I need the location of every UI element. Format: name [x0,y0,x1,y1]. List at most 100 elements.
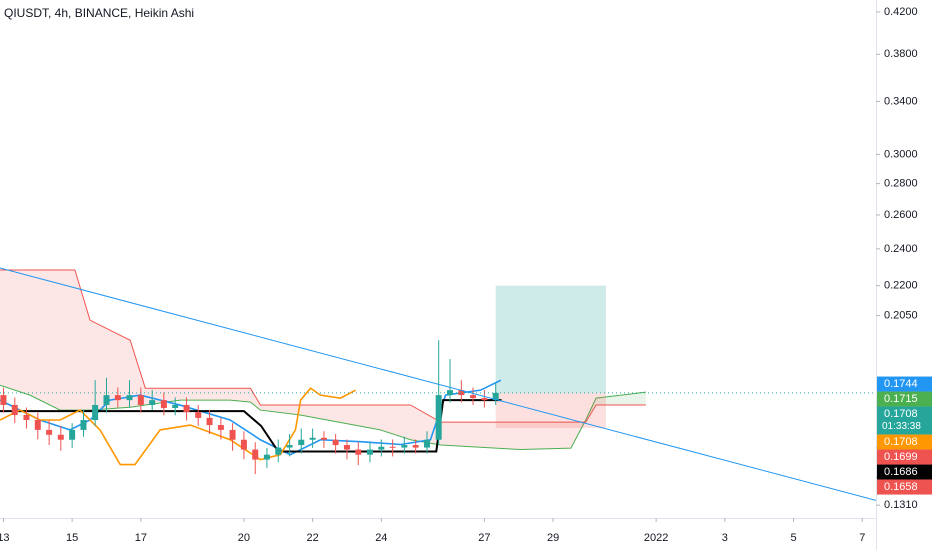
candle-body [137,395,144,405]
candle-body [80,420,87,430]
candle-body [298,439,305,446]
price-label-box [877,434,932,450]
price-label-box [877,449,932,465]
candle-body [217,425,224,430]
candle-body [343,445,350,450]
y-tick-label: 0.2050 [884,310,918,322]
chart-title: QIUSDT, 4h, BINANCE, Heikin Ashi [4,6,194,20]
x-tick-label: 24 [375,532,387,544]
y-tick-label: 0.2400 [884,243,918,255]
candle-body [470,395,477,399]
price-label: 0.1708 [884,408,918,420]
x-tick-label: 17 [135,532,147,544]
candle-body [355,449,362,455]
x-tick-label: 22 [306,532,318,544]
candle-body [240,439,247,450]
candle-body [309,437,316,440]
candle-body [206,417,213,426]
trendline [0,267,876,501]
cloud-fill [180,388,231,401]
y-tick-label: 0.3400 [884,95,918,107]
candle-body [103,395,110,405]
price-label: 0.1699 [884,451,918,463]
cloud-span-a [0,384,646,451]
candle-body [435,395,442,440]
position-target [495,285,606,393]
candle-body [389,446,396,448]
x-tick-label: 2022 [644,532,668,544]
candle-body [149,400,156,405]
candle-body [160,400,167,409]
candle-body [492,392,499,401]
plot-area [0,267,876,501]
price-label: 0.1715 [884,393,918,405]
y-tick-label: 0.4200 [884,6,918,18]
candle-body [126,395,133,401]
price-label: 0.1686 [884,466,918,478]
candle-body [481,398,488,401]
price-label-box [877,391,932,407]
candle-body [114,395,121,401]
candle-body [378,446,385,450]
candle-body [412,445,419,448]
x-tick-label: 27 [478,532,490,544]
cloud-fill [230,388,251,403]
position-stop [495,392,606,429]
cloud-span-b [0,269,646,423]
cloud-fill [596,392,646,405]
cloud-fill [29,270,61,411]
candle-body [252,449,259,460]
y-tick-label: 0.2200 [884,280,918,292]
candle-body [275,447,282,455]
cloud-fill [60,270,75,411]
price-label-box [877,376,932,392]
candle-body [458,390,465,396]
x-tick-label: 5 [790,532,796,544]
candle-body [447,390,454,396]
candle-body [424,439,431,448]
candle-body [69,429,76,440]
y-tick-label: 0.3000 [884,148,918,160]
candle-body [366,449,373,455]
y-tick-label: 0.2600 [884,209,918,221]
candle-body [332,439,339,446]
candle-body [92,404,99,421]
candle-body [263,454,270,460]
candle-body [46,429,53,435]
cloud-fill [380,404,411,440]
price-label: 0.1744 [884,378,918,390]
candle-body [0,395,7,405]
price-label-box [877,406,932,435]
indicator-line [0,387,356,466]
cloud-fill [90,320,131,411]
price-countdown: 01:33:38 [882,421,921,432]
cloud-fill [410,404,441,446]
x-tick-label: 3 [722,532,728,544]
candle-body [57,434,64,440]
x-tick-label: 20 [238,532,250,544]
price-label: 0.1658 [884,481,918,493]
price-label: 0.1708 [884,436,918,448]
candle-body [229,429,236,440]
candle-body [401,445,408,448]
candle-body [172,404,179,409]
y-tick-label: 0.3800 [884,48,918,60]
candle-body [195,412,202,418]
candle-body [34,420,41,430]
price-label-box [877,479,932,495]
cloud-fill [0,270,30,396]
cloud-fill [74,270,91,411]
y-tick-label: 0.2800 [884,178,918,190]
cloud-fill [440,422,521,450]
candle-body [286,445,293,448]
x-tick-label: 29 [547,532,559,544]
cloud-fill [130,340,146,408]
candle-body [320,437,327,440]
cloud-fill [300,404,381,430]
candle-body [183,404,190,413]
candle-body [23,415,30,421]
x-tick-label: 15 [66,532,78,544]
y-tick-label: 0.1310 [884,499,918,511]
cloud-fill [520,422,571,450]
